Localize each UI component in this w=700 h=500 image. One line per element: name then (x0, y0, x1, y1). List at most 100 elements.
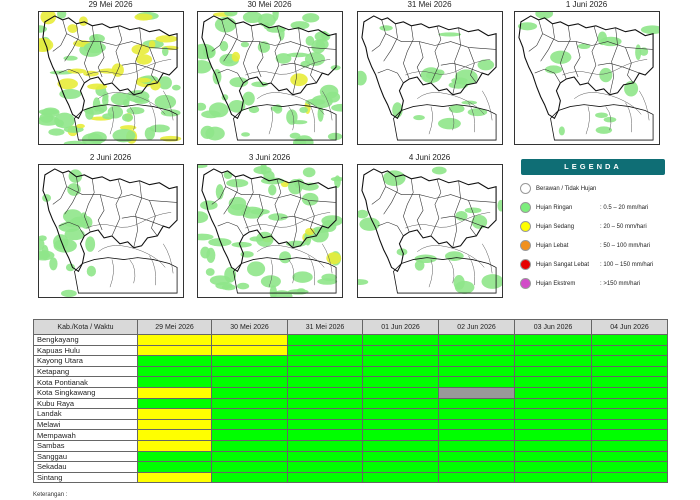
status-cell (211, 386, 288, 399)
status-cell (287, 450, 363, 463)
regency-border (377, 221, 404, 237)
regency-name: Kubu Raya (33, 397, 138, 410)
status-cell (514, 461, 592, 473)
light-rain-patch (203, 45, 216, 59)
river-line (129, 259, 136, 284)
regency-border (256, 41, 264, 78)
light-rain-patch (215, 184, 224, 200)
panel-date: 3 Juni 2026 (248, 153, 291, 162)
light-rain-patch (63, 140, 87, 144)
status-cell (211, 450, 288, 463)
regency-border (66, 186, 178, 203)
regency-border (440, 215, 483, 227)
light-rain-patch (600, 36, 622, 47)
light-rain-patch (257, 41, 270, 53)
status-cell (591, 334, 668, 346)
regency-border (52, 172, 67, 205)
status-cell (362, 386, 439, 399)
province-outline (74, 257, 178, 294)
light-rain-patch (279, 251, 292, 264)
moderate-rain-patch (148, 40, 156, 49)
panel-date: 30 Mei 2026 (247, 0, 292, 9)
river-line (109, 106, 114, 135)
map-panel-1: 29 Mei 2026 (33, 0, 188, 145)
status-cell (514, 386, 592, 399)
light-rain-patch (236, 282, 250, 290)
table-row: Sanggau (33, 450, 668, 463)
status-cell (591, 471, 668, 484)
moderate-rain-patch (135, 54, 153, 65)
status-cell (287, 397, 363, 410)
status-cell (514, 397, 592, 410)
panel-date: 29 Mei 2026 (88, 0, 133, 9)
light-rain-patch (48, 128, 65, 136)
regency-border (292, 27, 301, 95)
regency-name: Landak (33, 408, 138, 420)
moderate-rain-patch (87, 83, 108, 90)
regency-border (573, 41, 581, 78)
river-line (109, 259, 114, 288)
legend-title: LEGENDA (521, 159, 665, 175)
regency-border (52, 19, 67, 52)
light-rain-patch (287, 289, 309, 295)
status-cell (211, 365, 288, 378)
status-cell (514, 408, 592, 420)
regency-border (452, 180, 461, 248)
light-rain-patch (535, 12, 554, 19)
light-rain-patch (292, 271, 313, 283)
map-panel-5: 2 Juni 2026 (33, 153, 188, 298)
light-rain-patch (379, 25, 393, 31)
light-rain-patch (302, 167, 316, 178)
light-rain-patch (49, 257, 58, 271)
river-line (288, 259, 295, 284)
river-line (308, 102, 315, 133)
river-line (574, 92, 642, 115)
status-cell (591, 344, 668, 357)
status-cell (591, 355, 668, 367)
legend-label: Hujan Ekstrem (536, 281, 576, 287)
light-rain-patch (289, 132, 301, 139)
river-line (405, 59, 491, 76)
light-rain-patch (198, 211, 209, 224)
province-outline (393, 104, 497, 141)
regency-border (270, 25, 282, 84)
regency-border (243, 178, 254, 233)
regency-border (534, 68, 561, 84)
status-cell (137, 429, 212, 441)
river-line (405, 212, 491, 229)
light-rain-patch (240, 251, 254, 258)
rainfall-map (357, 164, 503, 298)
light-rain-patch (240, 41, 250, 48)
province-outline (233, 104, 337, 141)
light-rain-patch (247, 261, 266, 277)
regency-name: Sambas (33, 439, 138, 452)
light-rain-patch (198, 233, 214, 241)
moderate-rain-patch (160, 135, 182, 142)
status-cell (438, 408, 515, 420)
status-cell (137, 386, 212, 399)
status-cell (287, 429, 363, 441)
province-outline (361, 15, 497, 120)
regency-border (133, 27, 142, 95)
map-svg (198, 165, 342, 297)
regency-border (64, 23, 79, 62)
map-svg (517, 12, 659, 141)
river-line (268, 259, 273, 288)
province-outline (201, 15, 337, 120)
column-header: Kab./Kota / Waktu (33, 319, 138, 335)
status-cell (287, 418, 363, 431)
river-line (448, 259, 455, 284)
moderate-rain-patch (150, 80, 161, 91)
river-line (129, 106, 136, 131)
regency-border (528, 19, 543, 52)
regency-border (217, 68, 244, 84)
table-row: Landak (33, 408, 668, 420)
light-rain-patch (305, 35, 315, 46)
light-rain-patch (158, 76, 172, 90)
light-rain-patch (39, 238, 45, 251)
legend-label: Hujan Sedang (536, 224, 575, 230)
regency-border (223, 23, 238, 62)
light-rain-patch (319, 84, 339, 99)
status-cell (137, 471, 212, 484)
status-cell (438, 471, 515, 484)
